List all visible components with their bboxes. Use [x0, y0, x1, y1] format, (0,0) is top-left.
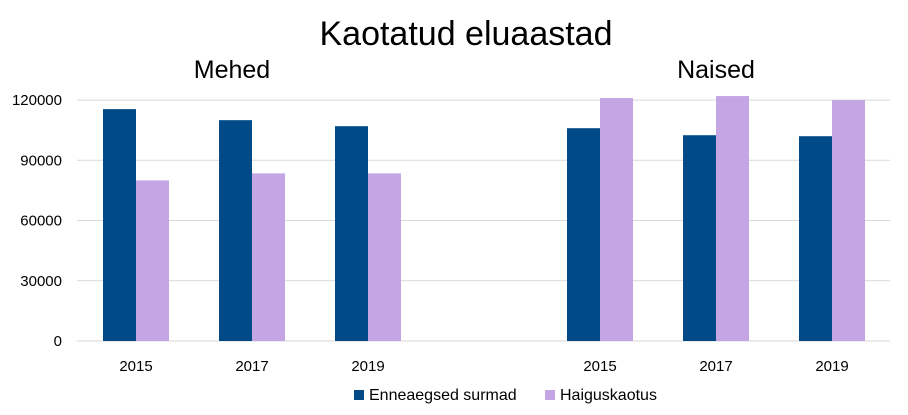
- x-tick-label: 2017: [699, 358, 732, 375]
- bar-haiguskaotus-0: [136, 180, 169, 341]
- gridlines: [77, 99, 890, 342]
- x-tick-label: 2015: [119, 358, 152, 375]
- bar-enneaegsed-surmad-2: [335, 126, 368, 341]
- legend-swatch-enneaegsed-surmad: [354, 390, 364, 400]
- group-label-mehed: Mehed: [194, 56, 270, 84]
- y-tick-label: 90000: [20, 152, 62, 169]
- bar-haiguskaotus-4: [716, 96, 749, 341]
- bar-haiguskaotus-3: [600, 98, 633, 341]
- y-tick-label: 60000: [20, 213, 62, 230]
- bar-enneaegsed-surmad-4: [683, 135, 716, 341]
- legend-label-enneaegsed-surmad: Enneaegsed surmad: [369, 387, 517, 404]
- y-tick-label: 120000: [12, 92, 62, 109]
- bar-haiguskaotus-2: [368, 173, 401, 341]
- bar-enneaegsed-surmad-1: [219, 120, 252, 342]
- axis-labels: 0 30000 60000 90000 120000 2015 2017 2019 2015 20…: [12, 56, 849, 375]
- bar-haiguskaotus-5: [832, 100, 865, 341]
- legend-label-haiguskaotus: Haiguskaotus: [560, 387, 657, 404]
- y-tick-label: 0: [54, 333, 62, 350]
- x-tick-label: 2015: [583, 358, 616, 375]
- y-tick-label: 30000: [20, 273, 62, 290]
- bar-haiguskaotus-1: [252, 173, 285, 341]
- legend: Enneaegsed surmad Haiguskaotus: [354, 387, 657, 404]
- bar-enneaegsed-surmad-0: [103, 109, 136, 341]
- bars: [103, 96, 865, 342]
- group-label-naised: Naised: [677, 56, 755, 84]
- x-tick-label: 2019: [815, 358, 848, 375]
- bar-enneaegsed-surmad-3: [567, 128, 600, 341]
- x-tick-label: 2017: [235, 358, 268, 375]
- legend-swatch-haiguskaotus: [545, 390, 555, 400]
- chart-title: Kaotatud eluaastad: [319, 15, 612, 53]
- x-tick-label: 2019: [351, 358, 384, 375]
- bar-enneaegsed-surmad-5: [799, 136, 832, 341]
